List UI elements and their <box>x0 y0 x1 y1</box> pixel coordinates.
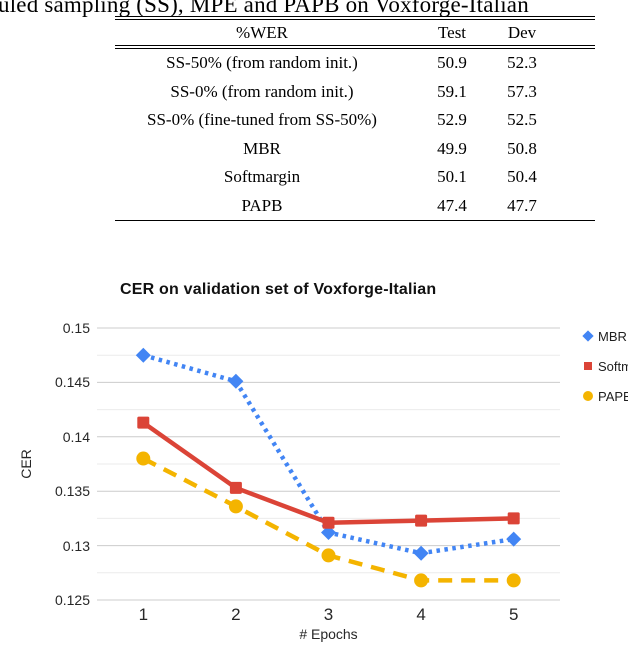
table-row: Softmargin 50.1 50.4 <box>115 163 595 192</box>
table-cell-dev: 50.4 <box>507 167 537 187</box>
table-cell-dev: 47.7 <box>507 195 537 215</box>
x-tick-label: 4 <box>416 605 426 624</box>
circle-marker-papb <box>506 573 521 588</box>
table-cell-label: Softmargin <box>223 167 301 187</box>
table-header-row: %WER Test Dev <box>115 20 595 45</box>
square-marker-softmargin <box>137 416 150 429</box>
col-header-wer: %WER <box>236 22 288 42</box>
table-cell-test: 52.9 <box>437 110 467 130</box>
diamond-marker-mbr <box>413 545 429 561</box>
diamond-marker-mbr <box>506 531 522 547</box>
table-row: SS-0% (from random init.) 59.1 57.3 <box>115 78 595 107</box>
square-marker-softmargin <box>507 512 520 525</box>
x-tick-label: 5 <box>508 605 519 624</box>
y-tick-label: 0.13 <box>62 537 90 554</box>
table-cell-test: 50.9 <box>437 53 467 73</box>
y-tick-label: 0.125 <box>54 592 90 608</box>
chart-title: CER on validation set of Voxforge-Italia… <box>120 281 437 298</box>
square-marker-softmargin <box>229 481 242 494</box>
circle-marker-papb <box>321 548 336 563</box>
square-icon <box>582 360 594 372</box>
col-header-test: Test <box>437 22 467 42</box>
x-tick-label: 3 <box>323 605 334 624</box>
y-tick-label: 0.15 <box>62 320 90 336</box>
square-marker-softmargin <box>322 516 335 529</box>
legend-label: PAPB <box>598 388 628 404</box>
diamond-marker-mbr <box>321 525 336 541</box>
circle-marker-papb <box>414 573 429 588</box>
diamond-marker-mbr <box>228 373 244 389</box>
table-row: SS-50% (from random init.) 50.9 52.3 <box>115 49 595 78</box>
circle-icon <box>582 390 594 402</box>
table-row: SS-0% (fine-tuned from SS-50%) 52.9 52.5 <box>115 106 595 135</box>
table-body: SS-50% (from random init.) 50.9 52.3 SS-0% … <box>115 49 595 220</box>
table-row: MBR 49.9 50.8 <box>115 135 595 164</box>
circle-marker-papb <box>136 451 151 466</box>
y-axis-title: CER <box>18 449 34 479</box>
table-cell-label: PAPB <box>241 195 283 215</box>
table-cell-dev: 52.3 <box>507 53 537 73</box>
diamond-icon <box>582 330 594 342</box>
legend-item-softmargin: Softmargin <box>582 358 628 374</box>
series-line-softmargin <box>142 420 514 526</box>
y-tick-label: 0.135 <box>54 483 90 500</box>
cer-chart: CER on validation set of Voxforge-Italia… <box>0 270 628 652</box>
table-cell-label: SS-50% (from random init.) <box>166 53 358 73</box>
table-cell-dev: 57.3 <box>507 81 537 101</box>
col-header-dev: Dev <box>507 22 537 42</box>
table-rule-header <box>115 45 595 49</box>
y-tick-label: 0.14 <box>62 428 90 445</box>
legend-item-papb: PAPB <box>582 388 628 404</box>
diamond-marker-mbr <box>135 347 151 363</box>
table-cell-test: 50.1 <box>437 167 467 187</box>
table-cell-dev: 52.5 <box>507 110 537 130</box>
chart-plot-area <box>97 327 560 601</box>
table-cell-test: 49.9 <box>437 138 467 158</box>
table-rule-bottom <box>115 220 595 221</box>
x-tick-label: 1 <box>138 605 149 624</box>
table-cell-test: 59.1 <box>437 81 467 101</box>
table-cell-label: SS-0% (from random init.) <box>170 81 354 101</box>
table-cell-dev: 50.8 <box>507 138 537 158</box>
legend-label: Softmargin <box>598 358 628 374</box>
legend-item-mbr: MBR <box>582 328 627 344</box>
table-cell-label: SS-0% (fine-tuned from SS-50%) <box>147 110 377 130</box>
wer-table: %WER Test Dev SS-50% (from random init.)… <box>115 16 595 221</box>
table-caption: uled sampling (SS), MPE and PAPB on Voxf… <box>0 0 529 17</box>
x-axis-title: # Epochs <box>299 626 358 642</box>
x-tick-label: 2 <box>231 605 241 624</box>
table-row: PAPB 47.4 47.7 <box>115 192 595 221</box>
legend-label: MBR <box>598 328 627 344</box>
y-tick-label: 0.145 <box>54 374 90 391</box>
table-cell-label: MBR <box>243 138 281 158</box>
square-marker-softmargin <box>415 514 428 527</box>
table-cell-test: 47.4 <box>437 195 467 215</box>
table-rule-top <box>115 16 595 20</box>
circle-marker-papb <box>228 499 243 514</box>
